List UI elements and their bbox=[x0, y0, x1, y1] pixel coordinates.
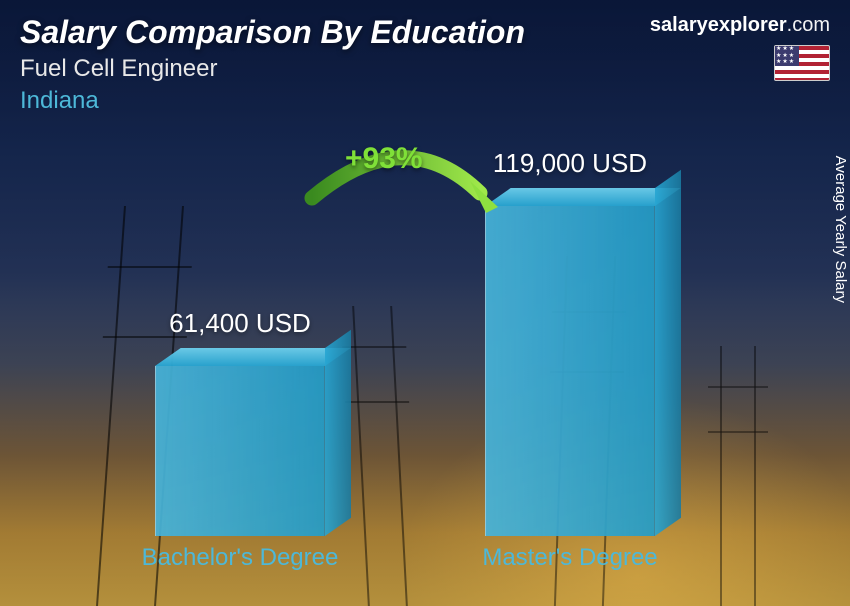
header: Salary Comparison By Education Fuel Cell… bbox=[20, 14, 830, 115]
bar: 61,400 USD bbox=[155, 366, 325, 536]
bar-category-label: Bachelor's Degree bbox=[110, 544, 370, 572]
bar-value-label: 61,400 USD bbox=[120, 308, 360, 339]
bar-side bbox=[655, 170, 681, 536]
bar-category-label: Master's Degree bbox=[440, 544, 700, 572]
brand-block: salaryexplorer.com bbox=[650, 14, 830, 81]
brand-logo: salaryexplorer.com bbox=[650, 14, 830, 37]
y-axis-label: Average Yearly Salary bbox=[832, 156, 849, 303]
title-block: Salary Comparison By Education Fuel Cell… bbox=[20, 14, 525, 115]
bar: 119,000 USD bbox=[485, 206, 655, 536]
bar-group: 61,400 USDBachelor's Degree bbox=[140, 366, 340, 536]
bar-front bbox=[485, 206, 655, 536]
bar-top bbox=[485, 188, 681, 206]
bar-side bbox=[325, 330, 351, 536]
chart-title: Salary Comparison By Education bbox=[20, 14, 525, 51]
bar-value-label: 119,000 USD bbox=[450, 148, 690, 179]
chart-subtitle: Fuel Cell Engineer bbox=[20, 55, 525, 83]
bar-front bbox=[155, 366, 325, 536]
chart-location: Indiana bbox=[20, 87, 525, 115]
brand-domain: .com bbox=[787, 14, 830, 36]
bar-group: 119,000 USDMaster's Degree bbox=[470, 206, 670, 536]
bar-top bbox=[155, 348, 351, 366]
us-flag-icon bbox=[774, 45, 830, 81]
bar-chart: 61,400 USDBachelor's Degree119,000 USDMa… bbox=[60, 120, 760, 576]
brand-name: salaryexplorer bbox=[650, 14, 787, 36]
percent-increase-label: +93% bbox=[345, 142, 423, 176]
